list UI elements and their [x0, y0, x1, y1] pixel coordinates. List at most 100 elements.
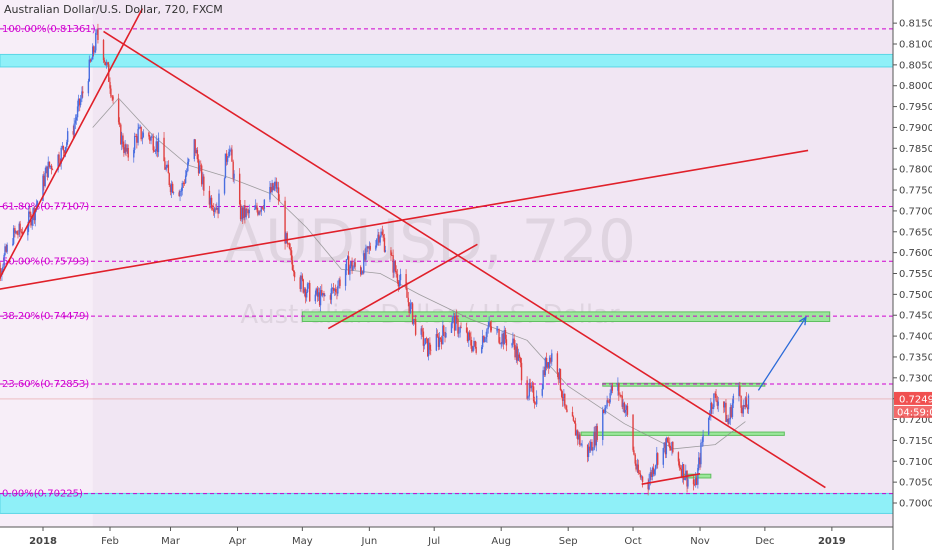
- candle: [379, 235, 381, 246]
- candle: [224, 153, 227, 179]
- candle-body: [471, 345, 473, 352]
- candle: [622, 399, 624, 412]
- candle: [354, 257, 356, 271]
- candle: [256, 202, 258, 213]
- candle: [578, 431, 580, 445]
- candle: [602, 409, 605, 414]
- candle: [732, 393, 735, 409]
- trendline-3[interactable]: [327, 243, 478, 330]
- green-zone-3[interactable]: [602, 382, 766, 387]
- candle-body: [685, 470, 687, 479]
- candle: [484, 336, 486, 343]
- candle: [728, 418, 730, 425]
- candle: [436, 329, 438, 338]
- green-zone-2[interactable]: [301, 311, 831, 322]
- candle: [396, 269, 399, 284]
- projection-arrow[interactable]: [757, 316, 807, 391]
- candle: [82, 85, 84, 98]
- candle: [727, 414, 729, 426]
- trendline-4[interactable]: [641, 473, 701, 486]
- trendline-2[interactable]: [103, 30, 826, 489]
- candle-body: [490, 326, 492, 331]
- candle-body: [700, 442, 702, 465]
- candle-body: [170, 183, 173, 193]
- candle-body: [139, 126, 141, 128]
- candle-body: [531, 385, 534, 387]
- candle: [337, 280, 339, 297]
- candle: [593, 426, 595, 451]
- green-zone-4[interactable]: [580, 431, 785, 436]
- candle-body: [500, 343, 502, 345]
- candle: [577, 429, 579, 446]
- candle: [338, 277, 340, 289]
- candle-body: [133, 149, 135, 158]
- candle-body: [223, 178, 226, 194]
- candle: [3, 253, 5, 268]
- candle: [596, 423, 598, 442]
- trendline-1[interactable]: [0, 149, 809, 290]
- candle-body: [697, 467, 699, 485]
- candle-body: [97, 29, 99, 40]
- candle-body: [619, 394, 621, 396]
- candle: [623, 401, 626, 414]
- candle: [166, 160, 168, 169]
- cyan-zone-0[interactable]: [0, 53, 894, 68]
- candle-body: [457, 318, 459, 334]
- candle: [526, 376, 528, 400]
- candle-body: [231, 149, 233, 162]
- candle: [363, 250, 365, 275]
- candle: [31, 217, 33, 230]
- candle-body: [50, 165, 53, 170]
- candle-body: [276, 187, 279, 189]
- trendline-0[interactable]: [0, 8, 144, 291]
- candle: [339, 276, 341, 289]
- candle: [197, 154, 200, 176]
- fib-level-label-4: 23.60%(0.72853): [2, 379, 89, 390]
- candle: [640, 474, 643, 481]
- candle-body: [120, 124, 122, 145]
- candle: [440, 335, 443, 350]
- candle-body: [390, 250, 392, 256]
- candle: [255, 199, 257, 210]
- candle-body: [300, 275, 302, 289]
- candle: [223, 177, 226, 196]
- candle-body: [74, 120, 77, 124]
- candle-body: [238, 173, 241, 205]
- candle: [150, 135, 152, 145]
- candle-body: [188, 158, 190, 162]
- candle-body: [512, 338, 514, 344]
- candle-body: [604, 408, 606, 413]
- candle: [548, 355, 551, 370]
- candle-body: [228, 151, 230, 158]
- candle: [194, 139, 196, 157]
- candle: [332, 282, 335, 294]
- candle-body: [502, 333, 505, 345]
- candle-body: [260, 206, 262, 212]
- candle-body: [635, 463, 637, 470]
- candle-body: [183, 183, 186, 184]
- candle: [651, 466, 654, 481]
- candle-body: [317, 292, 320, 297]
- candle-body: [94, 50, 96, 53]
- candle: [740, 395, 742, 414]
- candle-body: [638, 472, 641, 474]
- candle-body: [682, 464, 685, 480]
- candle: [12, 238, 14, 247]
- candle-body: [576, 430, 578, 436]
- cyan-zone-1[interactable]: [0, 492, 894, 514]
- candle-body: [353, 262, 355, 268]
- candle-body: [695, 478, 698, 485]
- candle-body: [397, 281, 400, 287]
- price-axis[interactable]: [893, 0, 932, 550]
- candle: [504, 327, 507, 343]
- candle: [723, 401, 725, 414]
- candle: [654, 464, 657, 476]
- candle: [571, 406, 574, 417]
- candle-body: [566, 409, 568, 412]
- candle: [213, 203, 215, 216]
- time-axis[interactable]: [0, 527, 893, 550]
- candle-body: [546, 362, 549, 368]
- candle: [270, 183, 272, 194]
- candle-body: [666, 437, 669, 442]
